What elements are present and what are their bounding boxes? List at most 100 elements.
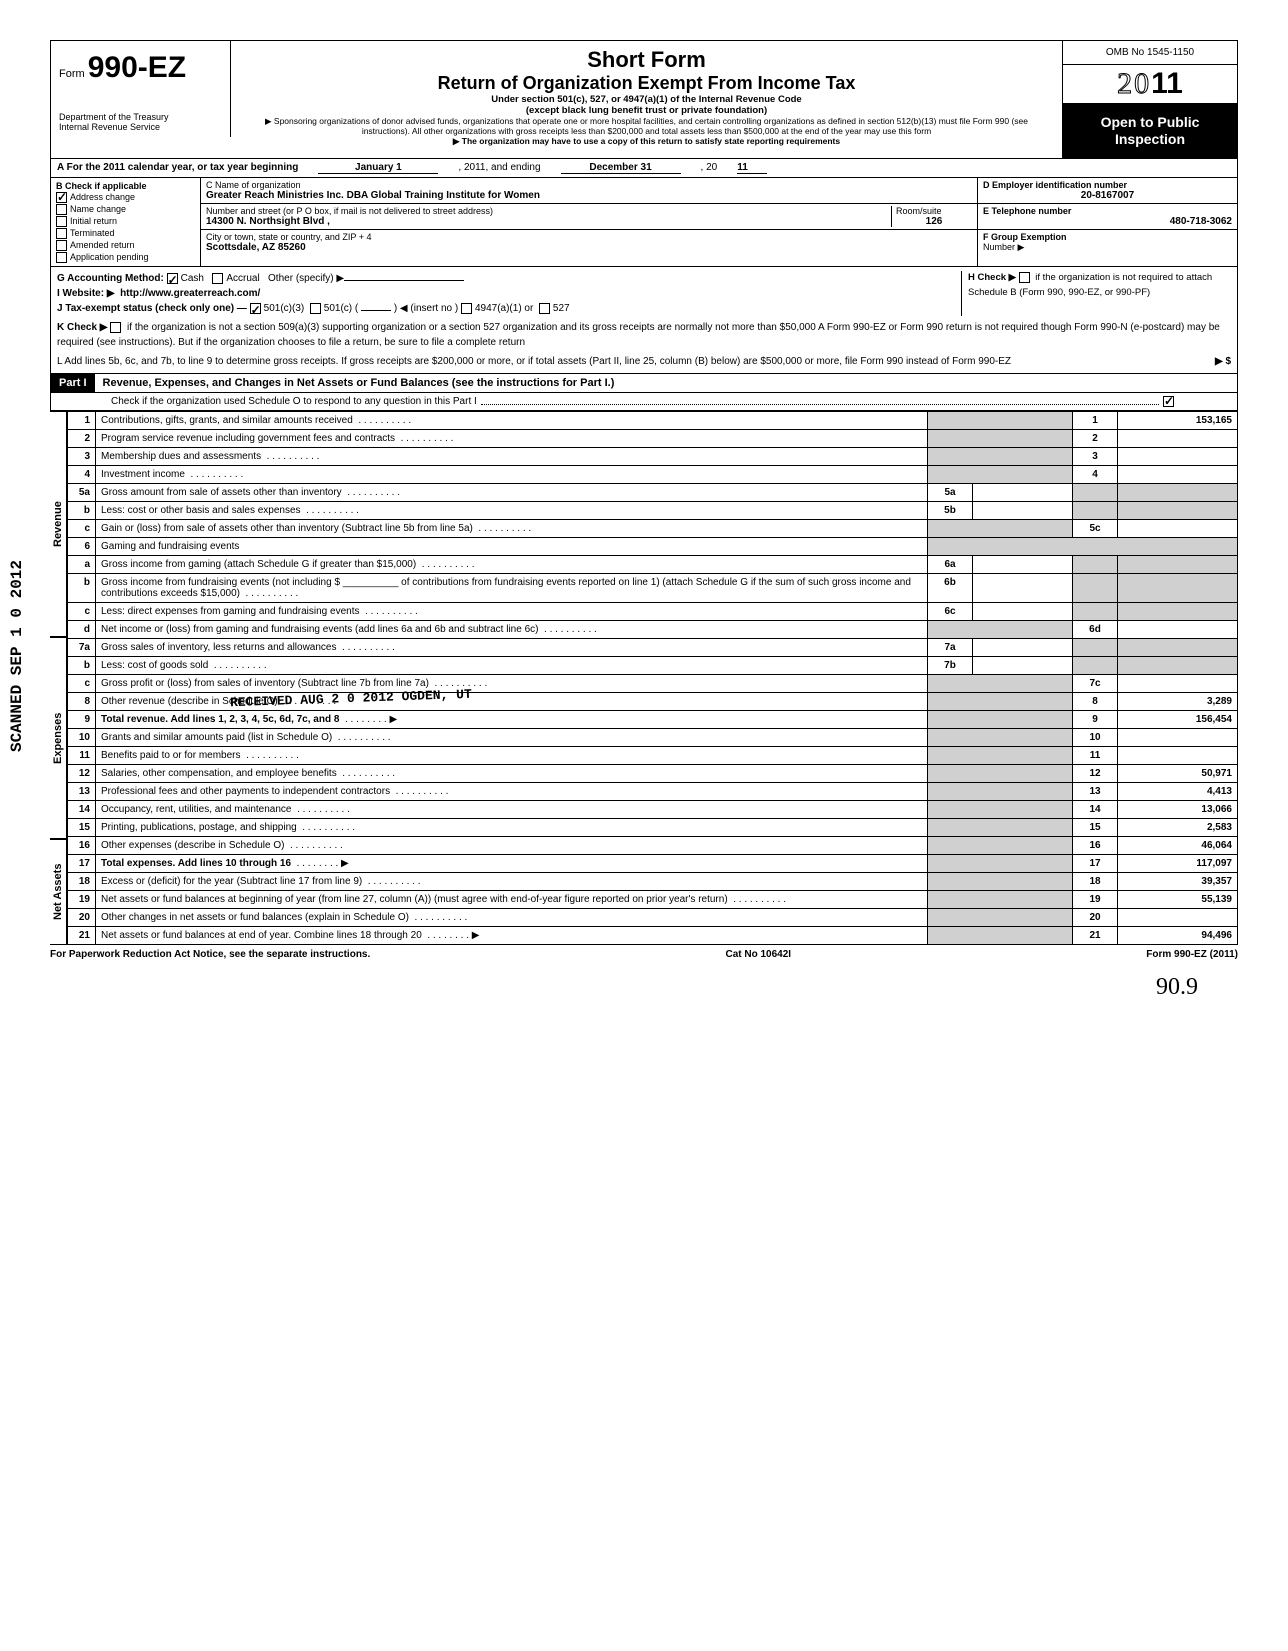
org-room: 126 bbox=[896, 216, 972, 227]
checkbox-b-item[interactable] bbox=[56, 240, 67, 251]
line-row: 16Other expenses (describe in Schedule O… bbox=[68, 837, 1238, 855]
side-netassets: Net Assets bbox=[50, 839, 67, 945]
bcd-block: B Check if applicable Address changeName… bbox=[51, 178, 1237, 267]
tax-year: 2011 bbox=[1063, 65, 1237, 104]
stamp-scanned: SCANNED SEP 1 0 2012 bbox=[8, 560, 26, 752]
line-row: 1Contributions, gifts, grants, and simil… bbox=[68, 412, 1238, 430]
line-row: bGross income from fundraising events (n… bbox=[68, 574, 1238, 603]
line-l: L Add lines 5b, 6c, and 7b, to line 9 to… bbox=[57, 354, 1231, 369]
checkbox-k[interactable] bbox=[110, 322, 121, 333]
line-row: 15Printing, publications, postage, and s… bbox=[68, 819, 1238, 837]
c-addr-row: Number and street (or P O box, if mail i… bbox=[201, 204, 977, 230]
e-phone: E Telephone number 480-718-3062 bbox=[978, 204, 1237, 230]
line-h: H Check ▶ if the organization is not req… bbox=[961, 271, 1231, 316]
form-header: Form 990-EZ Department of the Treasury I… bbox=[50, 40, 1238, 159]
f-group: F Group Exemption Number ▶ bbox=[978, 230, 1237, 255]
line-k: K Check ▶ if the organization is not a s… bbox=[57, 320, 1231, 350]
part1-header: Part I Revenue, Expenses, and Changes in… bbox=[50, 374, 1238, 393]
line-row: 3Membership dues and assessments . . . .… bbox=[68, 448, 1238, 466]
line-row: 6Gaming and fundraising events bbox=[68, 538, 1238, 556]
line-row: 5aGross amount from sale of assets other… bbox=[68, 484, 1238, 502]
line-row: 14Occupancy, rent, utilities, and mainte… bbox=[68, 801, 1238, 819]
line-row: 11Benefits paid to or for members . . . … bbox=[68, 747, 1238, 765]
note-sponsoring: ▶ Sponsoring organizations of donor advi… bbox=[241, 116, 1052, 136]
part1-check: Check if the organization used Schedule … bbox=[50, 393, 1238, 411]
line-row: 7aGross sales of inventory, less returns… bbox=[68, 639, 1238, 657]
form-page: Form 990-EZ Department of the Treasury I… bbox=[0, 0, 1288, 1041]
checkbox-h[interactable] bbox=[1019, 272, 1030, 283]
b-item: Amended return bbox=[56, 240, 195, 251]
line-row: cLess: direct expenses from gaming and f… bbox=[68, 603, 1238, 621]
footer-right: Form 990-EZ (2011) bbox=[1146, 949, 1238, 960]
title-short-form: Short Form bbox=[241, 47, 1052, 73]
b-item: Application pending bbox=[56, 252, 195, 263]
def-block: D Employer identification number 20-8167… bbox=[977, 178, 1237, 267]
checkbox-527[interactable] bbox=[539, 303, 550, 314]
checkbox-accrual[interactable] bbox=[212, 273, 223, 284]
form-number: Form 990-EZ bbox=[59, 51, 222, 85]
line-row: cGain or (loss) from sale of assets othe… bbox=[68, 520, 1238, 538]
note-copy: ▶ The organization may have to use a cop… bbox=[241, 136, 1052, 146]
line-row: aGross income from gaming (attach Schedu… bbox=[68, 556, 1238, 574]
b-checklist: B Check if applicable Address changeName… bbox=[51, 178, 201, 267]
line-row: bLess: cost of goods sold . . . . . . . … bbox=[68, 657, 1238, 675]
checkbox-501c[interactable] bbox=[310, 303, 321, 314]
checkbox-b-item[interactable] bbox=[56, 216, 67, 227]
title-return: Return of Organization Exempt From Incom… bbox=[241, 73, 1052, 94]
line-row: 17Total expenses. Add lines 10 through 1… bbox=[68, 855, 1238, 873]
subtitle-code: Under section 501(c), 527, or 4947(a)(1)… bbox=[241, 94, 1052, 105]
line-row: 18Excess or (deficit) for the year (Subt… bbox=[68, 873, 1238, 891]
line-row: 12Salaries, other compensation, and empl… bbox=[68, 765, 1238, 783]
line-row: 4Investment income . . . . . . . . . .4 bbox=[68, 466, 1238, 484]
header-left: Form 990-EZ Department of the Treasury I… bbox=[51, 41, 231, 137]
line-row: 10Grants and similar amounts paid (list … bbox=[68, 729, 1238, 747]
line-row: cGross profit or (loss) from sales of in… bbox=[68, 675, 1238, 693]
line-row: 20Other changes in net assets or fund ba… bbox=[68, 909, 1238, 927]
footer-mid: Cat No 10642I bbox=[725, 949, 791, 960]
header-mid: Short Form Return of Organization Exempt… bbox=[231, 41, 1062, 153]
b-item: Terminated bbox=[56, 228, 195, 239]
org-city: Scottsdale, AZ 85260 bbox=[206, 242, 972, 253]
handwritten-signature: 90.9 bbox=[50, 964, 1238, 1001]
part1-title: Revenue, Expenses, and Changes in Net As… bbox=[95, 374, 623, 392]
open-inspection: Open to Public Inspection bbox=[1063, 104, 1237, 158]
line-row: 13Professional fees and other payments t… bbox=[68, 783, 1238, 801]
side-revenue: Revenue bbox=[50, 411, 67, 637]
b-item: Address change bbox=[56, 192, 195, 203]
d-ein: D Employer identification number 20-8167… bbox=[978, 178, 1237, 204]
line-j: J Tax-exempt status (check only one) — 5… bbox=[57, 301, 961, 316]
checkbox-4947[interactable] bbox=[461, 303, 472, 314]
line-row: 9Total revenue. Add lines 1, 2, 3, 4, 5c… bbox=[68, 711, 1238, 729]
line-i: I Website: ▶ http://www.greaterreach.com… bbox=[57, 286, 961, 301]
omb-number: OMB No 1545-1150 bbox=[1063, 41, 1237, 65]
part1-grid: Revenue Expenses Net Assets 1Contributio… bbox=[50, 411, 1238, 945]
dept-treasury: Department of the Treasury Internal Reve… bbox=[59, 113, 222, 133]
c-name-row: C Name of organization Greater Reach Min… bbox=[201, 178, 977, 204]
line-row: bLess: cost or other basis and sales exp… bbox=[68, 502, 1238, 520]
checkbox-cash[interactable] bbox=[167, 273, 178, 284]
lines-g-l: G Accounting Method: Cash Accrual Other … bbox=[50, 267, 1238, 374]
checkbox-b-item[interactable] bbox=[56, 192, 67, 203]
line-row: 2Program service revenue including gover… bbox=[68, 430, 1238, 448]
checkbox-501c3[interactable] bbox=[250, 303, 261, 314]
b-item: Name change bbox=[56, 204, 195, 215]
org-name: Greater Reach Ministries Inc. DBA Global… bbox=[206, 190, 972, 201]
checkbox-b-item[interactable] bbox=[56, 252, 67, 263]
footer-left: For Paperwork Reduction Act Notice, see … bbox=[50, 949, 370, 960]
line-g: G Accounting Method: Cash Accrual Other … bbox=[57, 271, 961, 286]
header-right: OMB No 1545-1150 2011 Open to Public Ins… bbox=[1062, 41, 1237, 158]
side-labels: Revenue Expenses Net Assets bbox=[50, 411, 67, 945]
subtitle-except: (except black lung benefit trust or priv… bbox=[241, 105, 1052, 116]
line-row: dNet income or (loss) from gaming and fu… bbox=[68, 621, 1238, 639]
b-label: B Check if applicable bbox=[56, 181, 195, 191]
website-url: http://www.greaterreach.com/ bbox=[120, 288, 260, 299]
side-expenses: Expenses bbox=[50, 637, 67, 839]
part1-label: Part I bbox=[51, 374, 95, 392]
checkbox-b-item[interactable] bbox=[56, 204, 67, 215]
checkbox-b-item[interactable] bbox=[56, 228, 67, 239]
lines-table: 1Contributions, gifts, grants, and simil… bbox=[67, 411, 1238, 945]
c-block: C Name of organization Greater Reach Min… bbox=[201, 178, 977, 267]
checkbox-schedule-o[interactable] bbox=[1163, 396, 1174, 407]
c-city-row: City or town, state or country, and ZIP … bbox=[201, 230, 977, 255]
b-item: Initial return bbox=[56, 216, 195, 227]
